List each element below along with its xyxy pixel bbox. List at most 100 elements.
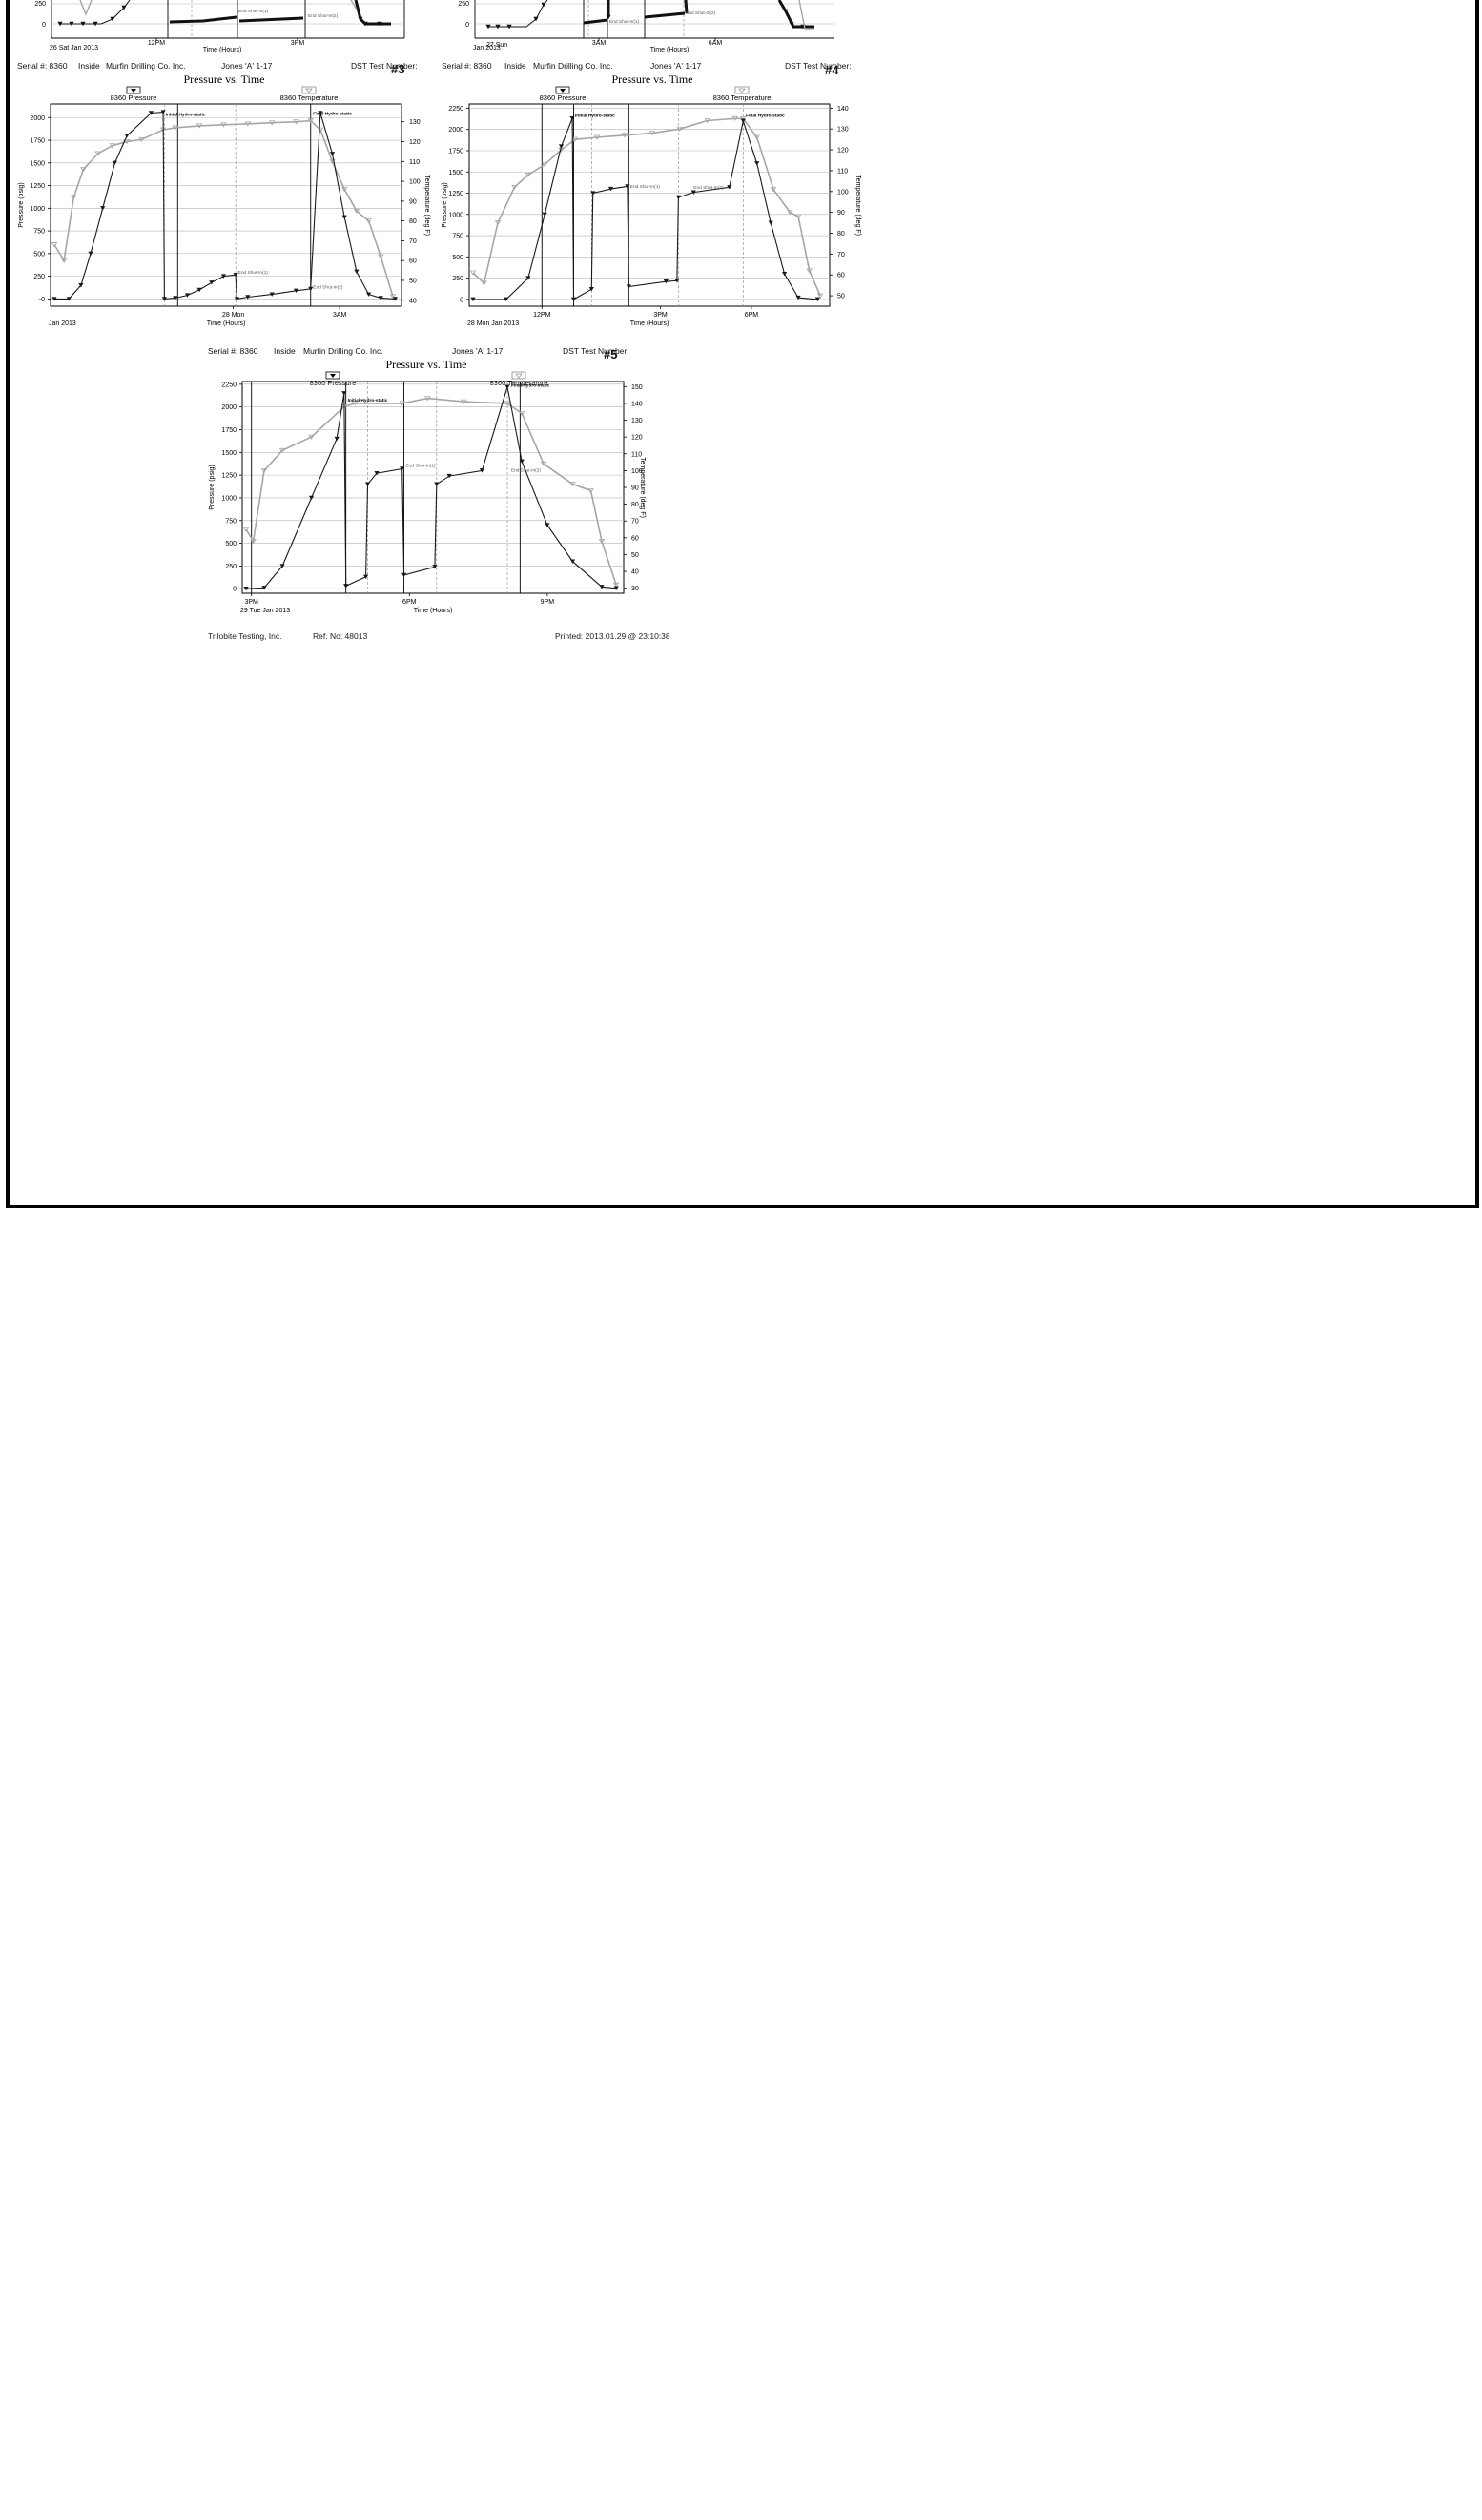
- pressure-point: [88, 251, 93, 257]
- temperature-point: [504, 401, 511, 406]
- temperature-point: [172, 125, 178, 131]
- pressure-point: [334, 436, 340, 442]
- temperature-point: [740, 115, 747, 122]
- pressure-point: [279, 564, 285, 568]
- annotation-label: Final Hydro-static: [313, 111, 352, 116]
- pressure-point: [245, 295, 251, 300]
- x-tick-label: 6AM: [709, 40, 723, 47]
- pressure-point: [220, 274, 227, 279]
- y-tick-label: 1500: [448, 170, 463, 176]
- y-tick-label: 250: [34, 1, 46, 8]
- pressure-point: [782, 271, 788, 277]
- pressure-point: [479, 468, 484, 473]
- annotation-label: End Shut-In(1): [609, 19, 640, 25]
- legend-temperature-icon: [305, 88, 313, 93]
- y2-tick-label: 100: [631, 468, 643, 475]
- y-tick-label: 1250: [448, 191, 463, 197]
- temperature-point: [80, 167, 87, 173]
- pressure-point: [558, 144, 565, 149]
- pressure-point: [362, 574, 369, 580]
- pressure-point: [446, 473, 452, 479]
- pressure-point: [233, 273, 238, 278]
- y2-tick-label: 60: [409, 258, 417, 265]
- sheet-number-4: #4: [825, 63, 839, 77]
- temperature-point: [341, 186, 348, 193]
- legend-temperature-label: 8360 Temperature: [280, 93, 339, 102]
- y-tick-label: 250: [225, 564, 237, 570]
- chart-dst-4: Pressure vs. Time 8360 Pressure 8360 Tempe…: [441, 71, 864, 340]
- pressure-point: [354, 269, 360, 275]
- legend-temperature-icon: [515, 373, 523, 379]
- position-label-4: Inside: [504, 61, 526, 71]
- annotation-label: Initial Hydro-static: [575, 113, 615, 118]
- y-tick-label: 1250: [30, 183, 45, 190]
- pressure-series: [169, 0, 391, 26]
- footer-company: Trilobite Testing, Inc.: [208, 631, 282, 641]
- annotation-label: Initial Hydro-static: [166, 112, 206, 117]
- pressure-point: [78, 282, 84, 288]
- annotation-label: Final Hydro-static: [746, 113, 785, 118]
- y-tick-label: 1000: [30, 206, 45, 213]
- temperature-point: [353, 208, 360, 214]
- date-label: Jan 2013: [49, 320, 76, 327]
- y2-axis-label: Temperature (deg F): [854, 175, 861, 236]
- pressure-point: [343, 584, 349, 589]
- pressure-point: [341, 391, 347, 396]
- y2-tick-label: 30: [631, 586, 639, 592]
- y-tick-label: 1500: [30, 160, 45, 167]
- pressure-point: [51, 297, 57, 301]
- y2-tick-label: 110: [409, 159, 420, 166]
- temperature-point: [704, 118, 710, 124]
- y-tick-label: 1000: [448, 212, 463, 218]
- y-tick-label: 750: [225, 518, 237, 525]
- temperature-point: [540, 461, 547, 467]
- pressure-point: [626, 284, 631, 289]
- temperature-point: [511, 185, 518, 191]
- temperature-point: [351, 401, 359, 406]
- pressure-point: [768, 220, 773, 225]
- chart-dst-3: Pressure vs. Time 8360 Pressure 8360 Tempe…: [17, 71, 431, 340]
- y2-tick-label: 80: [837, 231, 845, 238]
- pressure-point: [209, 280, 215, 285]
- temperature-point: [816, 293, 824, 299]
- y-tick-label: 2000: [221, 404, 237, 411]
- pressure-point: [378, 296, 383, 300]
- y-tick-label: 500: [33, 251, 45, 258]
- y2-tick-label: 70: [837, 252, 845, 258]
- annotation-label: End Shut-In(2): [313, 284, 343, 290]
- temperature-point: [525, 172, 532, 178]
- y2-tick-label: 100: [837, 189, 849, 196]
- y-axis-label: Pressure (psig): [209, 465, 216, 509]
- temperature-point: [278, 447, 286, 453]
- temperature-point: [569, 482, 576, 487]
- pressure-point: [121, 5, 127, 10]
- pressure-point: [663, 279, 669, 284]
- y2-tick-label: 110: [837, 168, 848, 175]
- y2-tick-label: 130: [837, 127, 849, 134]
- temperature-point: [220, 122, 227, 128]
- y2-tick-label: 60: [631, 535, 639, 542]
- y2-tick-label: 130: [631, 418, 643, 424]
- temperature-point: [94, 151, 101, 156]
- plot-area: [50, 103, 402, 307]
- x-tick-label: 3PM: [245, 599, 259, 606]
- annotation-label: End Shut-In(2): [511, 467, 542, 473]
- plot-area: [468, 103, 831, 307]
- footer-printed: Printed: 2013.01.29 @ 23:10:38: [555, 631, 670, 641]
- pressure-point: [161, 297, 167, 301]
- y2-tick-label: 140: [837, 106, 849, 113]
- pressure-series: [583, 0, 814, 29]
- y-tick-label: 0: [465, 22, 469, 29]
- annotation-label: End Shut-In(1): [238, 270, 269, 276]
- temperature-point: [123, 139, 131, 145]
- pressure-point: [569, 115, 575, 121]
- temperature-point: [676, 126, 684, 132]
- temperature-point: [648, 131, 656, 136]
- pressure-point: [542, 212, 547, 217]
- pressure-point: [400, 466, 405, 471]
- y2-tick-label: 50: [631, 552, 639, 559]
- y-tick-label: 0: [460, 297, 463, 303]
- legend-pressure-icon: [560, 89, 566, 93]
- y-tick-label: 750: [452, 234, 463, 240]
- y2-tick-label: 80: [631, 502, 639, 508]
